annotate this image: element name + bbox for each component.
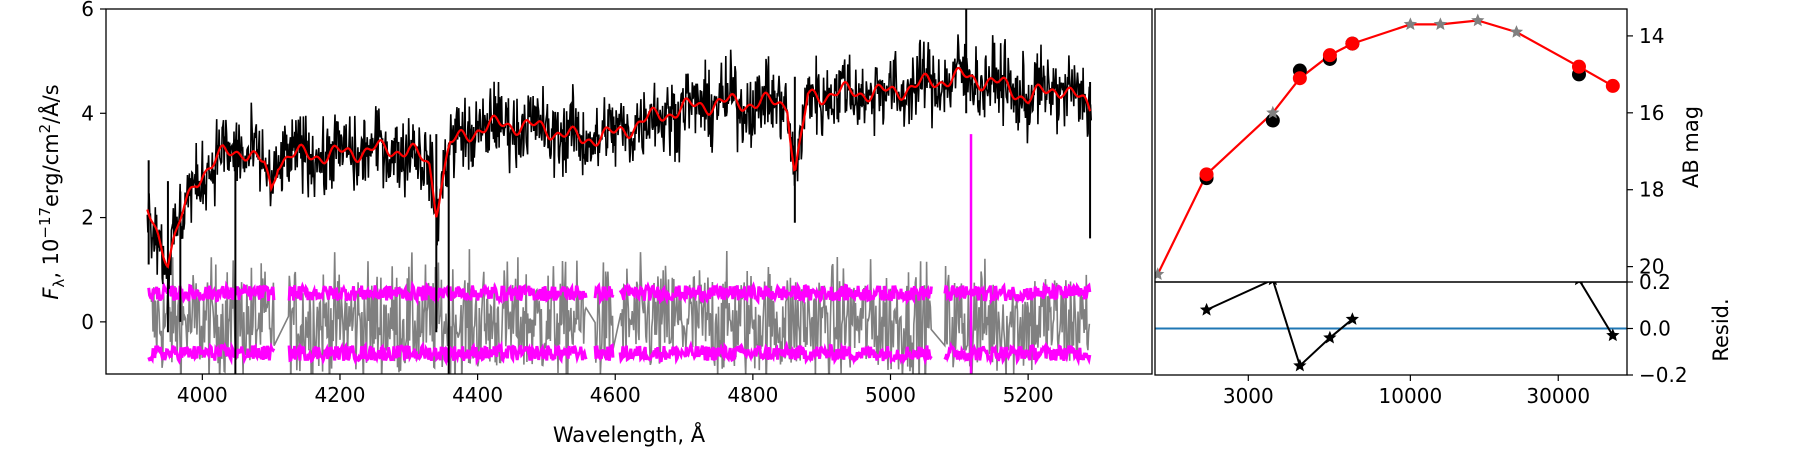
error-band-lower	[147, 340, 1092, 367]
right-y-tick-label: 18	[1639, 178, 1664, 202]
residual-line	[1206, 282, 1614, 368]
y-axis-title-part: λ	[50, 279, 68, 288]
model-mag-point	[1571, 59, 1586, 74]
model-mag-point	[1199, 167, 1214, 182]
x-tick-label: 4000	[177, 383, 228, 407]
y-tick-label: 0	[81, 310, 94, 334]
residual-star	[1293, 358, 1307, 372]
x-axis-title: Wavelength, Å	[553, 421, 706, 447]
resid-y-tick-label: 0.2	[1639, 270, 1671, 294]
synthetic-mag-star	[1471, 13, 1485, 27]
model-mag-point	[1345, 36, 1360, 51]
x-tick-label: 4400	[452, 383, 503, 407]
residual-star	[1574, 282, 1584, 286]
right-y-tick-label: 20	[1639, 255, 1664, 279]
spectrum-panel: 4000 4200 4400 4600 4800 5000 5200 0 2 4 6 Waveleng…	[36, 0, 1153, 447]
model-mag-point	[1322, 48, 1337, 63]
synthetic-mag-star	[1509, 25, 1524, 38]
synthetic-mag-star	[1155, 267, 1165, 280]
right-y-tick-label: 14	[1639, 24, 1664, 48]
y-axis-title: Fλ, 10−17erg/cm2/Å/s	[36, 84, 68, 299]
photometry-panel: 14 16 18 20 AB mag	[1154, 8, 1703, 283]
synthetic-mag-star	[1433, 17, 1448, 30]
y-tick-label: 6	[81, 0, 94, 21]
y-tick-label: 2	[81, 206, 94, 230]
residual-star	[1199, 302, 1214, 316]
residual-plot-area	[1155, 282, 1627, 372]
x-tick-label: 5200	[1003, 383, 1054, 407]
x-tick-label: 4600	[590, 383, 641, 407]
y-tick-label: 4	[81, 101, 94, 125]
y-axis-title-part: , 10	[39, 239, 63, 279]
observed-spectrum-line	[146, 34, 1092, 289]
photometry-plot-area	[1155, 13, 1620, 280]
model-mag-point	[1292, 71, 1307, 86]
residual-star	[1345, 312, 1359, 325]
synthetic-mag-star	[1403, 17, 1417, 30]
y-axis-title-part: /Å/s	[37, 84, 63, 123]
photometry-frame	[1154, 8, 1628, 283]
y-axis-title-part: −17	[36, 207, 54, 239]
photometry-y-title: AB mag	[1679, 106, 1703, 188]
resid-x-tick-label: 30000	[1526, 384, 1590, 408]
y-axis-title-part: F	[39, 287, 63, 300]
spectrum-plot-area	[146, 9, 1092, 374]
model-sed-line	[1156, 19, 1614, 275]
resid-x-tick-label: 10000	[1379, 384, 1443, 408]
right-y-tick-label: 16	[1639, 101, 1664, 125]
spectrum-frame	[105, 8, 1153, 375]
residual-star	[1323, 330, 1337, 344]
y-axis-title-part: 2	[36, 124, 54, 134]
synthetic-mag-star	[1266, 105, 1280, 119]
resid-x-tick-label: 3000	[1223, 384, 1274, 408]
residual-panel: −0.2 0.0 0.2 3000 10000 30000 Resid.	[1154, 270, 1733, 408]
x-tick-label: 4800	[727, 383, 778, 407]
model-spectrum-line	[146, 66, 1092, 269]
residual-star	[1606, 328, 1620, 342]
error-band-upper	[147, 280, 1092, 307]
resid-y-tick-label: −0.2	[1639, 363, 1688, 387]
residual-y-title: Resid.	[1709, 298, 1733, 361]
residual-star	[1268, 282, 1277, 286]
x-tick-label: 5000	[865, 383, 916, 407]
model-mag-point	[1605, 78, 1620, 93]
resid-y-tick-label: 0.0	[1639, 317, 1671, 341]
y-axis-title-part: erg/cm	[39, 133, 63, 207]
x-tick-label: 4200	[315, 383, 366, 407]
